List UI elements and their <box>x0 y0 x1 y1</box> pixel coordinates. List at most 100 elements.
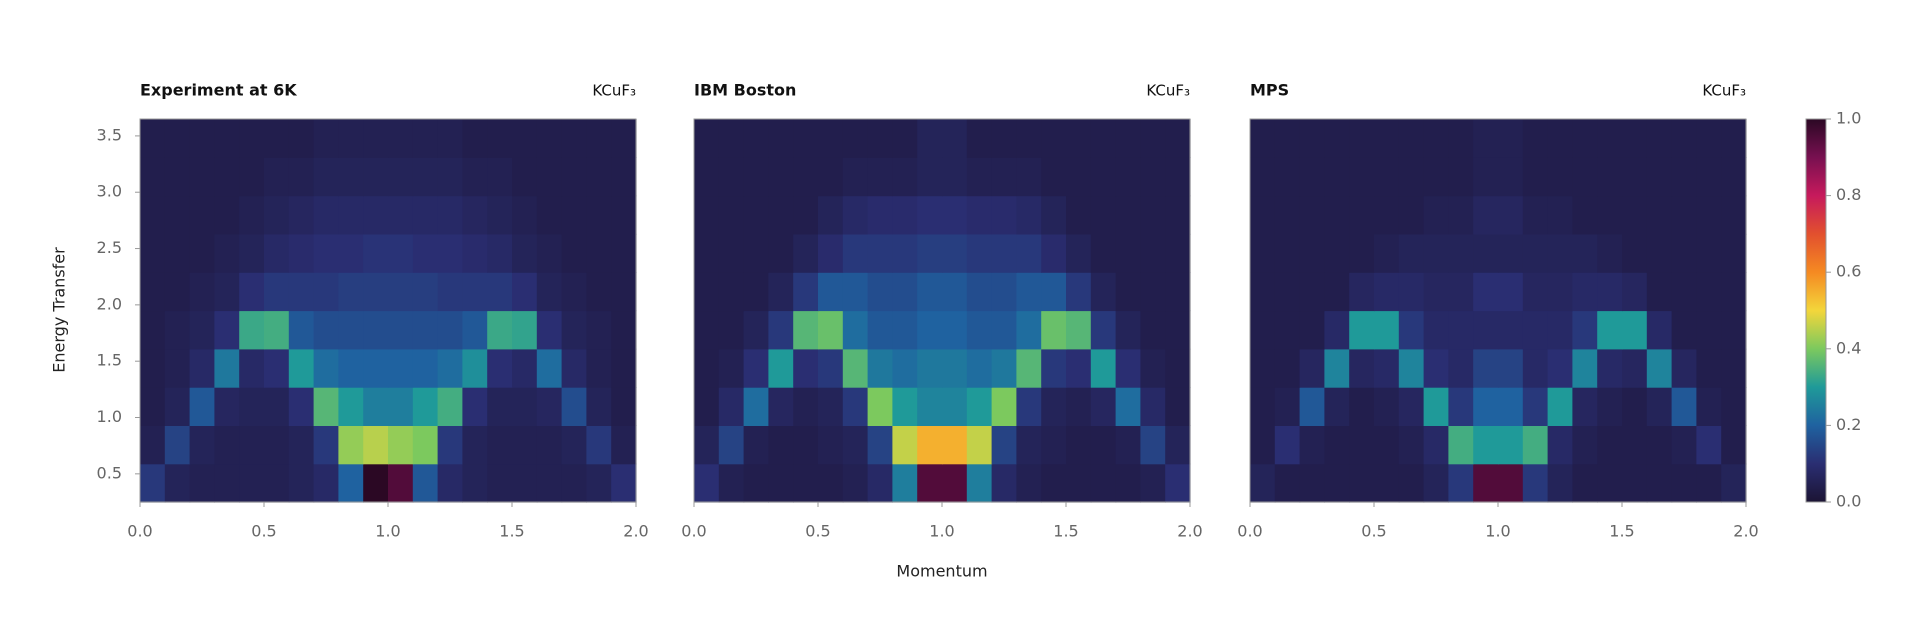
heatmap-cell <box>561 272 587 312</box>
heatmap-cell <box>338 425 364 465</box>
heatmap-cell <box>288 310 315 350</box>
heatmap-cell <box>1250 272 1276 312</box>
heatmap-cell <box>1646 425 1673 465</box>
heatmap-cell <box>1398 463 1425 503</box>
heatmap-cell <box>487 195 513 235</box>
heatmap-cell <box>1090 387 1117 426</box>
heatmap-cell <box>842 119 869 158</box>
heatmap-cell <box>1016 425 1042 465</box>
heatmap-cell <box>611 425 637 465</box>
heatmap-cell <box>437 119 463 158</box>
heatmap-cell <box>561 119 587 158</box>
heatmap-cell <box>991 157 1017 197</box>
heatmap-cell <box>1324 157 1350 197</box>
heatmap-cell <box>388 233 414 273</box>
y-axis-label: Energy Transfer <box>50 247 69 373</box>
heatmap-cell <box>1498 463 1524 503</box>
heatmap-cell <box>586 233 612 273</box>
heatmap-cell <box>867 310 893 350</box>
heatmap-cell <box>1324 387 1350 426</box>
heatmap-cell <box>991 119 1017 158</box>
heatmap-cell <box>818 195 844 235</box>
heatmap-cell <box>867 463 893 503</box>
heatmap-cell <box>1374 119 1400 158</box>
heatmap-cell <box>1671 348 1697 388</box>
heatmap-cell <box>363 195 389 235</box>
heatmap-cell <box>917 463 943 503</box>
heatmap-cell <box>462 387 488 426</box>
heatmap-cell <box>1066 119 1092 158</box>
heatmap-cell <box>1274 348 1301 388</box>
heatmap-cell <box>1140 387 1166 426</box>
heatmap-cell <box>313 387 339 426</box>
heatmap-cell <box>1473 195 1499 235</box>
heatmap-cell <box>1274 387 1301 426</box>
heatmap-cell <box>1250 119 1276 158</box>
heatmap-cell <box>338 348 364 388</box>
heatmap-cell <box>1066 157 1092 197</box>
heatmap-cell <box>768 119 794 158</box>
heatmap-cell <box>1398 195 1425 235</box>
heatmap-cell <box>140 119 166 158</box>
heatmap-cell <box>743 425 769 465</box>
heatmap-cell <box>1721 272 1747 312</box>
heatmap-cell <box>164 195 191 235</box>
heatmap-cell <box>1448 348 1474 388</box>
heatmap-cell <box>1646 272 1673 312</box>
heatmap-cell <box>793 463 819 503</box>
heatmap-cell <box>1274 463 1301 503</box>
heatmap-cell <box>1324 233 1350 273</box>
heatmap-cell <box>437 310 463 350</box>
heatmap-cell <box>842 233 869 273</box>
heatmap-cell <box>1696 348 1722 388</box>
heatmap-cell <box>1041 463 1067 503</box>
heatmap-cell <box>412 272 439 312</box>
heatmap-cell <box>1115 233 1141 273</box>
heatmap-cell <box>586 195 612 235</box>
heatmap-cell <box>1250 157 1276 197</box>
heatmap-cell <box>214 425 240 465</box>
heatmap-cell <box>1066 195 1092 235</box>
heatmap-cell <box>694 119 720 158</box>
heatmap-cell <box>867 425 893 465</box>
heatmap-cell <box>1299 119 1325 158</box>
heatmap-cell <box>818 425 844 465</box>
heatmap-cell <box>1522 310 1549 350</box>
heatmap-cell <box>1016 233 1042 273</box>
heatmap-cell <box>164 310 191 350</box>
heatmap-cell <box>140 272 166 312</box>
heatmap-cell <box>512 272 538 312</box>
heatmap-cell <box>1140 119 1166 158</box>
heatmap-cell <box>1115 310 1141 350</box>
heatmap-cell <box>842 195 869 235</box>
heatmap-cell <box>1374 233 1400 273</box>
heatmap-cell <box>611 195 637 235</box>
heatmap-cell <box>1473 310 1499 350</box>
heatmap-cell <box>1721 463 1747 503</box>
heatmap-cell <box>388 425 414 465</box>
heatmap-cell <box>1140 195 1166 235</box>
heatmap-cell <box>917 233 943 273</box>
heatmap-cell <box>561 463 587 503</box>
heatmap-cell <box>743 233 769 273</box>
heatmap-cell <box>1671 310 1697 350</box>
heatmap-cell <box>1274 310 1301 350</box>
heatmap-cell <box>1041 119 1067 158</box>
heatmap-cell <box>1448 157 1474 197</box>
heatmap-cell <box>1547 463 1573 503</box>
heatmap-cell <box>718 233 745 273</box>
heatmap-cell <box>1622 425 1648 465</box>
heatmap-cell <box>288 425 315 465</box>
heatmap-cell <box>842 310 869 350</box>
heatmap-cell <box>1398 425 1425 465</box>
heatmap-cell <box>818 272 844 312</box>
heatmap-cell <box>1696 157 1722 197</box>
heatmap-cell <box>437 348 463 388</box>
heatmap-cell <box>1090 348 1117 388</box>
heatmap-cell <box>1299 157 1325 197</box>
heatmap-cell <box>892 348 918 388</box>
x-tick-label: 1.0 <box>1485 522 1510 541</box>
heatmap-cell <box>1547 233 1573 273</box>
heatmap-cell <box>214 195 240 235</box>
heatmap-cell <box>1324 272 1350 312</box>
